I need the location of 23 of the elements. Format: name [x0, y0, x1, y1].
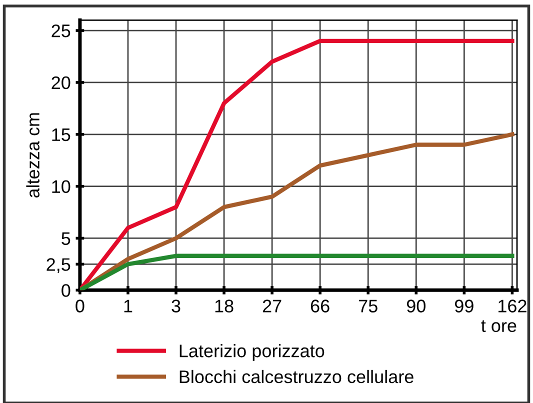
x-tick-label: 0 [76, 300, 84, 312]
x-axis-title: t ore [481, 320, 516, 332]
y-tick-label: 2,5 [46, 258, 70, 274]
x-tick-label: 66 [310, 300, 330, 312]
line-series [80, 38, 514, 290]
y-tick-label: 5 [62, 232, 70, 245]
y-tick-label: 0 [62, 284, 70, 297]
x-tick-label: 99 [454, 300, 474, 312]
x-tick-label: 75 [359, 300, 378, 312]
y-tick-label: 25 [52, 24, 70, 38]
x-tick-label: 162 [498, 300, 526, 312]
y-tick-label: 10 [52, 180, 70, 194]
legend-label: Laterizio porizzato [180, 344, 324, 361]
x-tick-label: 90 [406, 300, 426, 312]
x-tick-label: 3 [172, 300, 180, 312]
x-tick-label: 27 [262, 300, 282, 312]
y-axis-title: altezza cm [26, 113, 40, 198]
legend-label: Blocchi calcestruzzo cellulare [180, 370, 414, 384]
line-series [80, 132, 514, 290]
y-tick-label: 20 [52, 76, 70, 90]
x-tick-label: 1 [124, 300, 132, 312]
y-tick-label: 15 [52, 128, 70, 142]
x-tick-label: 18 [215, 300, 234, 312]
